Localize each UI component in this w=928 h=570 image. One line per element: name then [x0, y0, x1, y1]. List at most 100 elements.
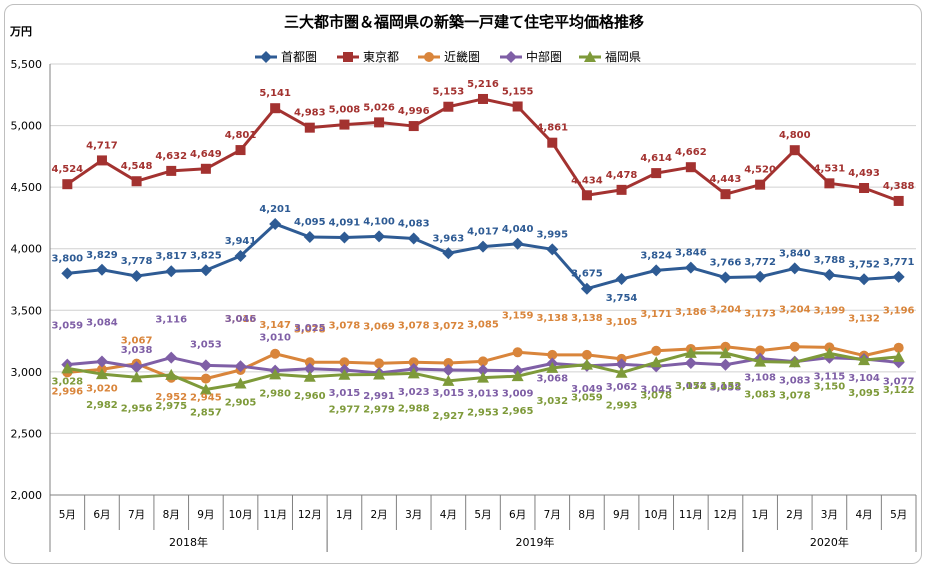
- data-point: [200, 373, 211, 384]
- data-point: [130, 371, 143, 383]
- data-label: 3,108: [744, 373, 776, 384]
- data-point: [580, 282, 593, 295]
- data-point: [511, 237, 524, 250]
- x-tick-label: 9月: [613, 509, 630, 521]
- data-label: 2,945: [190, 393, 222, 404]
- data-label: 3,147: [259, 320, 291, 331]
- series-group: [61, 93, 905, 395]
- x-tick-label: 8月: [163, 509, 180, 521]
- legend-label: 近畿圏: [444, 50, 480, 64]
- data-point: [95, 263, 108, 276]
- data-point: [858, 354, 871, 366]
- data-label: 2,993: [606, 401, 638, 412]
- data-point: [166, 165, 177, 176]
- data-label: 3,116: [155, 315, 187, 326]
- data-label: 3,038: [121, 345, 153, 356]
- data-point: [339, 357, 350, 368]
- data-point: [512, 101, 523, 112]
- data-label: 4,493: [848, 168, 880, 179]
- data-label: 3,752: [848, 259, 880, 270]
- data-point: [893, 342, 904, 353]
- y-tick-label: 5,000: [11, 120, 43, 133]
- data-point: [719, 347, 732, 359]
- data-label: 3,068: [536, 373, 568, 384]
- data-point: [131, 176, 142, 187]
- x-tick-label: 7月: [544, 509, 561, 521]
- data-label: 3,078: [779, 390, 811, 401]
- x-tick-label: 6月: [509, 509, 526, 521]
- data-point: [95, 368, 108, 380]
- x-tick-label: 11月: [679, 509, 703, 521]
- data-point: [684, 346, 697, 358]
- legend-item: 東京都: [337, 50, 399, 64]
- data-point: [408, 357, 419, 368]
- data-point: [62, 179, 73, 190]
- data-point: [442, 364, 455, 377]
- data-label: 2,952: [155, 392, 187, 403]
- data-label: 3,186: [675, 307, 707, 318]
- data-label: 3,009: [502, 389, 534, 400]
- legend-label: 首都圏: [281, 50, 317, 64]
- data-label: 3,824: [640, 250, 672, 261]
- data-label: 3,020: [86, 383, 118, 394]
- series-5: [61, 346, 905, 395]
- x-tick-label: 10月: [229, 509, 253, 521]
- data-label: 3,150: [814, 381, 846, 392]
- data-point: [581, 349, 592, 360]
- y-tick-label: 4,500: [11, 181, 43, 194]
- data-label: 3,015: [329, 388, 361, 399]
- data-label: 3,817: [155, 251, 187, 262]
- data-point: [858, 273, 871, 286]
- x-tick-label: 5月: [474, 509, 491, 521]
- legend: 首都圏 東京都 近畿圏 中部圏 福岡県: [255, 49, 641, 64]
- data-point: [859, 183, 870, 194]
- data-label: 4,095: [294, 217, 326, 228]
- x-tick-label: 5月: [59, 509, 76, 521]
- legend-label: 東京都: [363, 50, 399, 64]
- data-label: 3,062: [606, 382, 638, 393]
- data-point: [651, 168, 662, 179]
- data-point: [424, 52, 434, 62]
- data-point: [165, 351, 178, 364]
- data-label: 3,173: [744, 309, 776, 320]
- data-point: [199, 264, 212, 277]
- data-point: [789, 341, 800, 352]
- data-point: [407, 367, 420, 379]
- data-label: 4,662: [675, 147, 707, 158]
- data-label: 5,153: [433, 87, 465, 98]
- data-point: [684, 261, 697, 274]
- y-tick-label: 2,500: [11, 427, 43, 440]
- data-point: [511, 370, 524, 382]
- x-tick-label: 7月: [128, 509, 145, 521]
- data-label: 4,996: [398, 106, 430, 117]
- data-label: 3,105: [606, 317, 638, 328]
- data-point: [303, 231, 316, 244]
- data-label: 4,520: [744, 165, 776, 176]
- data-point: [303, 370, 316, 382]
- data-label: 3,045: [640, 384, 672, 395]
- data-label: 2,965: [502, 406, 534, 417]
- data-label: 3,132: [848, 314, 880, 325]
- data-point: [615, 366, 628, 378]
- data-label: 3,083: [744, 390, 776, 401]
- data-label: 5,008: [329, 105, 361, 116]
- data-label: 4,861: [536, 123, 568, 134]
- chart-title: 三大都市圏＆福岡県の新築一戸建て住宅平均価格推移: [284, 13, 644, 31]
- data-point: [615, 273, 628, 286]
- data-label: 5,026: [363, 102, 395, 113]
- y-axis-unit-label: 万円: [9, 25, 32, 38]
- data-label: 2,953: [467, 408, 499, 419]
- gridlines: [50, 63, 916, 496]
- data-label: 3,171: [640, 309, 672, 320]
- data-label: 4,524: [51, 164, 83, 175]
- data-point: [96, 155, 107, 166]
- data-label: 3,028: [51, 376, 83, 387]
- y-tick-label: 4,000: [11, 243, 43, 256]
- x-tick-label: 6月: [93, 509, 110, 521]
- data-label: 3,058: [710, 383, 742, 394]
- data-label: 4,388: [883, 181, 915, 192]
- data-point: [61, 267, 74, 280]
- data-label: 3,015: [225, 314, 257, 325]
- data-label: 3,069: [363, 321, 395, 332]
- x-tick-label: 1月: [752, 509, 769, 521]
